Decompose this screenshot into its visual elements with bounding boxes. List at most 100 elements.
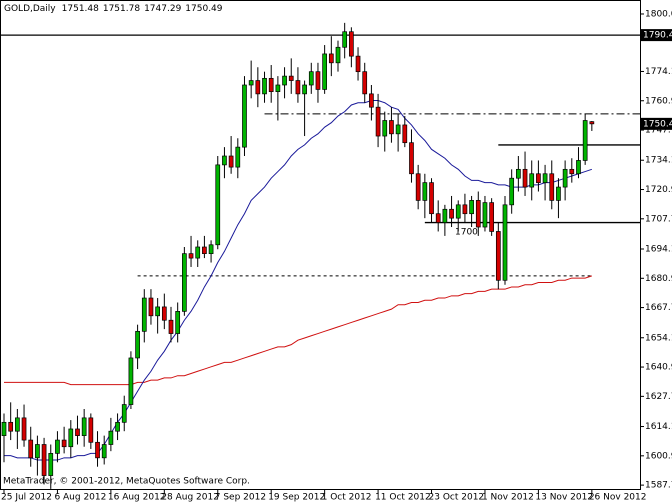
body (248, 80, 254, 86)
body (582, 120, 588, 161)
y-tick-label: 1680.90 (645, 274, 672, 284)
body (308, 71, 314, 86)
body (268, 77, 274, 93)
y-tick-label: 1627.70 (645, 392, 672, 402)
body (182, 253, 187, 312)
y-tick-label: 1800.00 (645, 9, 672, 19)
price-box (641, 117, 672, 130)
body (68, 428, 74, 448)
body (542, 173, 548, 183)
body (455, 204, 461, 219)
body (148, 297, 154, 317)
body (28, 439, 34, 459)
body (589, 121, 595, 125)
body (135, 330, 140, 359)
y-tick-label: 1694.10 (645, 244, 672, 254)
body (188, 253, 194, 259)
body (21, 417, 27, 441)
body (121, 404, 127, 423)
high: 1751.78 (103, 4, 140, 14)
levels (0, 34, 640, 277)
y-tick-label: 1760.90 (645, 96, 672, 106)
annotation: 1700 (455, 228, 478, 238)
y-tick-label: 1600.90 (645, 451, 672, 461)
y-tick-label: 1614.10 (645, 422, 672, 432)
body (355, 55, 361, 73)
body (202, 246, 207, 255)
symbol: GOLD,Daily (4, 4, 56, 14)
body (415, 173, 421, 201)
body (369, 93, 374, 108)
body (242, 84, 247, 148)
x-tick-label: 13 Nov 2012 (535, 493, 593, 503)
body (155, 306, 160, 317)
body (55, 439, 60, 454)
y-tick-label: 1720.90 (645, 185, 672, 195)
x-tick-label: 16 Aug 2012 (108, 493, 166, 503)
y-tick-label: 1640.90 (645, 363, 672, 373)
ma-line (4, 275, 592, 386)
body (302, 84, 307, 95)
body (81, 417, 87, 436)
x-tick-label: 28 Aug 2012 (161, 493, 219, 503)
body (1, 421, 7, 436)
x-tick-label: 23 Oct 2012 (429, 493, 485, 503)
body (115, 421, 120, 432)
body (215, 164, 221, 246)
axis: 1800.00 1774.10 1760.90 1747.70 1734.10 1720.… (1, 9, 672, 503)
footer: MetaTrader, © 2001-2012, MetaQuotes Soft… (3, 477, 250, 487)
y-tick-label: 1667.70 (645, 303, 672, 313)
body (536, 173, 541, 183)
price-label: 1750.49 (643, 119, 672, 129)
body (482, 202, 488, 228)
body (462, 204, 468, 215)
body (108, 430, 114, 445)
x-tick-label: 6 Aug 2012 (54, 493, 106, 503)
body (141, 297, 147, 332)
body (235, 146, 241, 168)
body (389, 120, 394, 135)
body (556, 186, 561, 201)
body (422, 182, 428, 201)
body (402, 124, 408, 144)
open: 1751.48 (62, 4, 99, 14)
level-box (641, 29, 672, 42)
body (569, 168, 575, 175)
y-tick-label: 1707.70 (645, 214, 672, 224)
body (315, 71, 321, 90)
x-tick-label: 1 Nov 2012 (482, 493, 534, 503)
body (509, 177, 515, 206)
body (409, 142, 414, 175)
body (15, 417, 20, 432)
body (516, 168, 521, 179)
low: 1747.29 (144, 4, 181, 14)
body (362, 71, 368, 95)
body (549, 173, 555, 201)
body (529, 173, 535, 188)
x-tick-label: 1 Oct 2012 (322, 493, 372, 503)
body (195, 246, 201, 259)
body (442, 208, 448, 223)
body (395, 124, 401, 135)
x-tick-label: 19 Sep 2012 (268, 493, 325, 503)
body (288, 75, 294, 81)
body (282, 75, 287, 86)
plot-frame (0, 0, 641, 490)
body (349, 31, 354, 57)
body (502, 204, 508, 281)
body (522, 168, 528, 188)
body (375, 106, 381, 137)
body (228, 155, 234, 168)
body (275, 84, 281, 93)
body (88, 417, 94, 443)
body (562, 168, 568, 188)
body (475, 200, 481, 228)
body (95, 441, 100, 459)
body (328, 53, 334, 64)
body (101, 444, 107, 459)
body (429, 182, 434, 215)
body (382, 120, 388, 137)
body (128, 357, 134, 405)
body (255, 80, 261, 95)
